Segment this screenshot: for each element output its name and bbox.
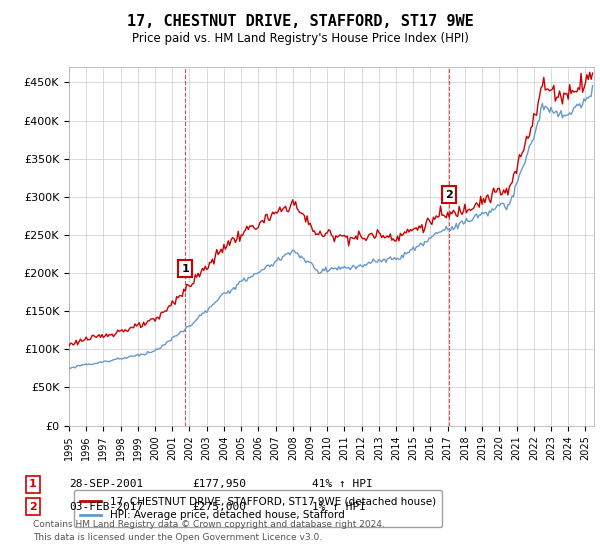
Text: Price paid vs. HM Land Registry's House Price Index (HPI): Price paid vs. HM Land Registry's House …: [131, 32, 469, 45]
Text: 28-SEP-2001: 28-SEP-2001: [69, 479, 143, 489]
Text: 1% ↑ HPI: 1% ↑ HPI: [312, 502, 366, 512]
Text: This data is licensed under the Open Government Licence v3.0.: This data is licensed under the Open Gov…: [33, 533, 322, 542]
Text: 2: 2: [29, 502, 37, 512]
Text: £177,950: £177,950: [192, 479, 246, 489]
Text: Contains HM Land Registry data © Crown copyright and database right 2024.: Contains HM Land Registry data © Crown c…: [33, 520, 385, 529]
Text: 41% ↑ HPI: 41% ↑ HPI: [312, 479, 373, 489]
Text: £275,000: £275,000: [192, 502, 246, 512]
Text: 2: 2: [445, 189, 453, 199]
Text: 1: 1: [181, 264, 189, 273]
Text: 1: 1: [29, 479, 37, 489]
Text: 03-FEB-2017: 03-FEB-2017: [69, 502, 143, 512]
Text: 17, CHESTNUT DRIVE, STAFFORD, ST17 9WE: 17, CHESTNUT DRIVE, STAFFORD, ST17 9WE: [127, 14, 473, 29]
Legend: 17, CHESTNUT DRIVE, STAFFORD, ST17 9WE (detached house), HPI: Average price, det: 17, CHESTNUT DRIVE, STAFFORD, ST17 9WE (…: [74, 490, 442, 526]
